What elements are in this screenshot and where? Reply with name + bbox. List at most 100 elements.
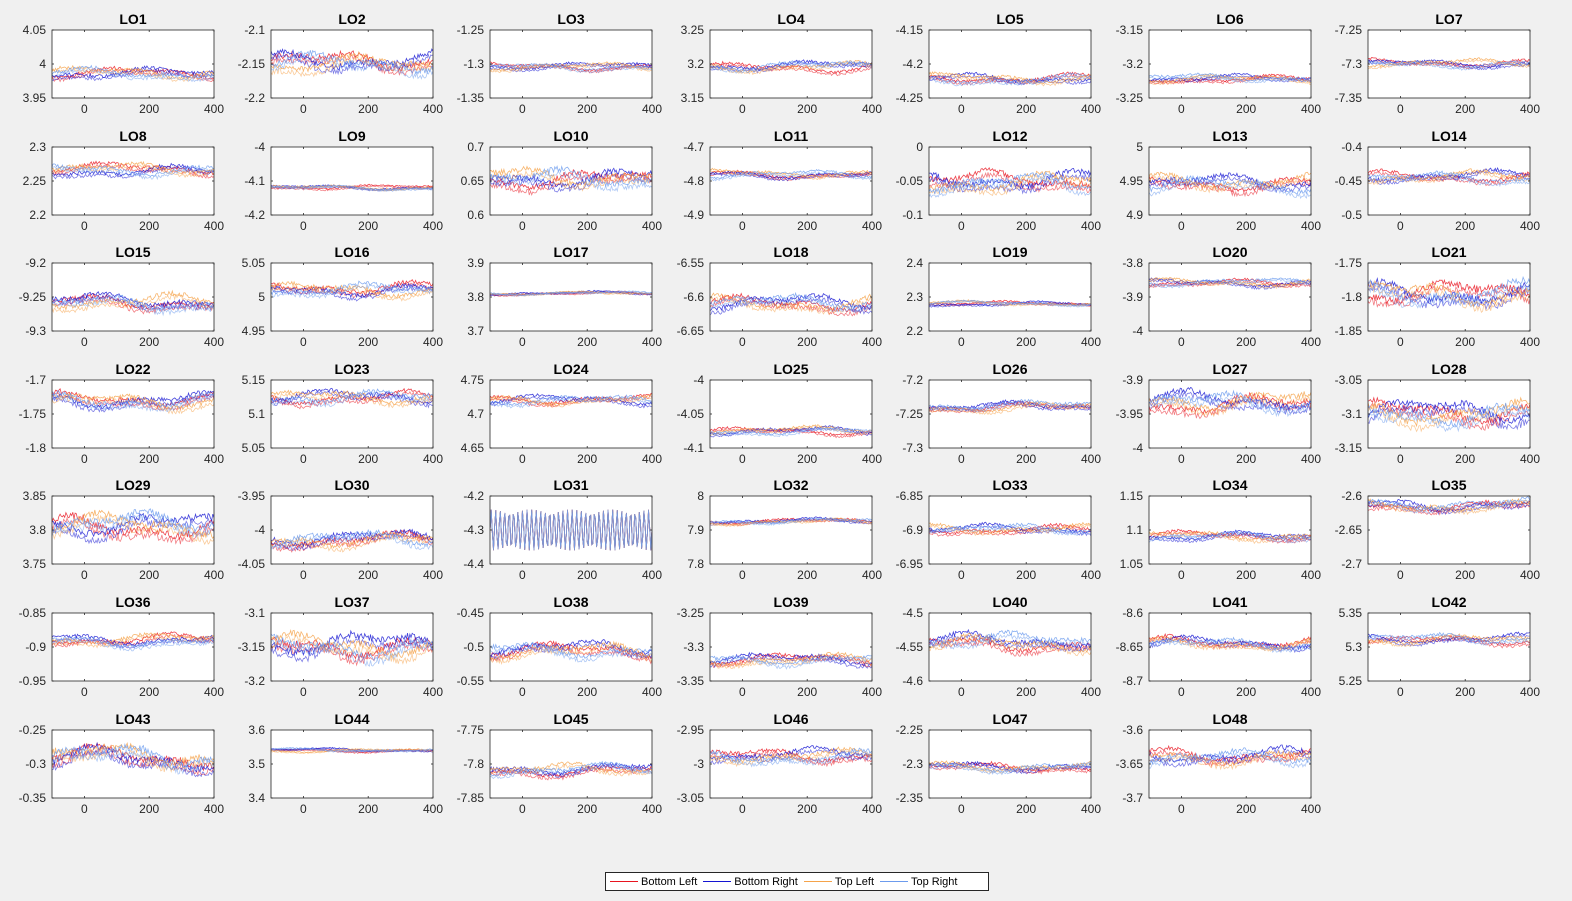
panel-lo7: LO7 0 200 400 -7.35 -7.3 -7.25 — [1335, 11, 1541, 116]
series-line-top-right — [1368, 276, 1530, 305]
panel-lo8: LO8 0 200 400 2.2 2.25 2.3 — [23, 128, 225, 233]
panel-lo39: LO39 0 200 400 -3.35 -3.3 -3.25 — [677, 594, 883, 699]
x-tick-label: 0 — [519, 568, 526, 582]
series-line-top-right — [929, 170, 1091, 195]
plot-area — [929, 380, 1091, 448]
series-line-top-right — [271, 748, 433, 753]
plot-area — [1368, 496, 1530, 564]
series-line-top-right — [490, 394, 652, 407]
x-tick-label: 0 — [81, 568, 88, 582]
plot-area — [1149, 30, 1311, 98]
x-tick-label: 200 — [1016, 219, 1036, 233]
y-tick-label: -0.35 — [19, 791, 47, 805]
y-tick-label: -8.6 — [1122, 606, 1143, 620]
series-line-top-right — [490, 641, 652, 659]
y-tick-label: -3.15 — [1116, 23, 1144, 37]
x-tick-label: 400 — [423, 452, 443, 466]
y-tick-label: -0.9 — [25, 640, 46, 654]
series-line-top-left — [271, 50, 433, 73]
y-tick-label: 3.75 — [23, 557, 47, 571]
panel-title: LO37 — [334, 594, 369, 610]
y-tick-label: -1.7 — [25, 373, 46, 387]
series-line-bottom-right — [710, 170, 872, 180]
y-tick-label: 5.1 — [248, 407, 265, 421]
x-tick-label: 400 — [642, 335, 662, 349]
y-tick-label: 3.25 — [681, 23, 705, 37]
y-tick-label: -3.8 — [1122, 256, 1143, 270]
y-tick-label: 4.75 — [461, 373, 485, 387]
series-line-top-right — [1149, 639, 1311, 654]
series-line-bottom-right — [929, 628, 1091, 650]
series-line-top-right — [490, 760, 652, 777]
x-tick-label: 200 — [1016, 452, 1036, 466]
panel-lo34: LO34 0 200 400 1.05 1.1 1.15 — [1120, 477, 1322, 582]
plot-area — [710, 496, 872, 564]
y-tick-label: -2.35 — [896, 791, 924, 805]
y-tick-label: 2.3 — [29, 140, 46, 154]
y-tick-label: -3.25 — [677, 606, 705, 620]
y-tick-label: -0.55 — [457, 674, 485, 688]
y-tick-label: 3.8 — [29, 523, 46, 537]
series-group — [929, 760, 1091, 776]
series-line-bottom-right — [1149, 748, 1311, 768]
series-line-top-left — [52, 163, 214, 179]
x-tick-label: 0 — [300, 802, 307, 816]
x-tick-label: 200 — [1236, 219, 1256, 233]
panel-title: LO1 — [119, 11, 146, 27]
y-tick-label: -3.15 — [238, 640, 266, 654]
panel-title: LO10 — [553, 128, 588, 144]
series-line-bottom-right — [1368, 633, 1530, 647]
x-tick-label: 0 — [1397, 568, 1404, 582]
y-tick-label: -3 — [693, 757, 704, 771]
plot-area — [710, 380, 872, 448]
series-line-bottom-left — [52, 516, 214, 545]
y-tick-label: -3.2 — [244, 674, 265, 688]
y-tick-label: -1.35 — [457, 91, 485, 105]
series-group — [490, 509, 652, 551]
x-tick-label: 400 — [642, 802, 662, 816]
x-tick-label: 400 — [204, 568, 224, 582]
series-line-top-right — [52, 163, 214, 177]
panel-lo17: LO17 0 200 400 3.7 3.8 3.9 — [467, 244, 662, 349]
x-tick-label: 200 — [577, 335, 597, 349]
panel-title: LO43 — [115, 711, 150, 727]
x-tick-label: 400 — [1081, 219, 1101, 233]
chart-legend: Bottom Left Bottom Right Top Left Top Ri… — [605, 872, 989, 891]
x-tick-label: 400 — [1520, 685, 1540, 699]
panel-lo38: LO38 0 200 400 -0.55 -0.5 -0.45 — [457, 594, 663, 699]
x-tick-label: 400 — [642, 685, 662, 699]
x-tick-label: 0 — [1178, 335, 1185, 349]
series-line-top-right — [271, 54, 433, 80]
y-tick-label: 5.15 — [242, 373, 266, 387]
series-line-bottom-left — [710, 750, 872, 768]
x-tick-label: 0 — [300, 102, 307, 116]
panel-lo43: LO43 0 200 400 -0.35 -0.3 -0.25 — [19, 711, 225, 816]
series-line-top-left — [52, 392, 214, 411]
series-group — [1149, 528, 1311, 545]
series-line-top-right — [490, 645, 652, 663]
series-line-top-right — [1149, 636, 1311, 651]
x-tick-label: 400 — [1301, 335, 1321, 349]
x-tick-label: 400 — [862, 685, 882, 699]
series-line-top-right — [1368, 634, 1530, 646]
y-tick-label: -8.65 — [1116, 640, 1144, 654]
series-line-bottom-left — [929, 402, 1091, 414]
series-line-bottom-right — [52, 393, 214, 413]
x-tick-label: 400 — [1301, 219, 1321, 233]
legend-label: Bottom Right — [734, 875, 798, 888]
series-line-top-right — [710, 654, 872, 667]
series-group — [490, 289, 652, 297]
series-line-bottom-left — [1149, 635, 1311, 651]
x-tick-label: 200 — [797, 335, 817, 349]
series-line-top-right — [929, 629, 1091, 647]
x-tick-label: 400 — [423, 219, 443, 233]
series-group — [929, 398, 1091, 416]
panel-lo31: LO31 0 200 400 -4.4 -4.3 -4.2 — [463, 477, 662, 582]
panel-lo26: LO26 0 200 400 -7.3 -7.25 -7.2 — [896, 361, 1102, 466]
panel-title: LO9 — [338, 128, 365, 144]
panel-title: LO38 — [553, 594, 588, 610]
x-tick-label: 200 — [1236, 452, 1256, 466]
panel-lo1: LO1 0 200 400 3.95 4 4.05 — [23, 11, 225, 116]
x-tick-label: 0 — [739, 102, 746, 116]
